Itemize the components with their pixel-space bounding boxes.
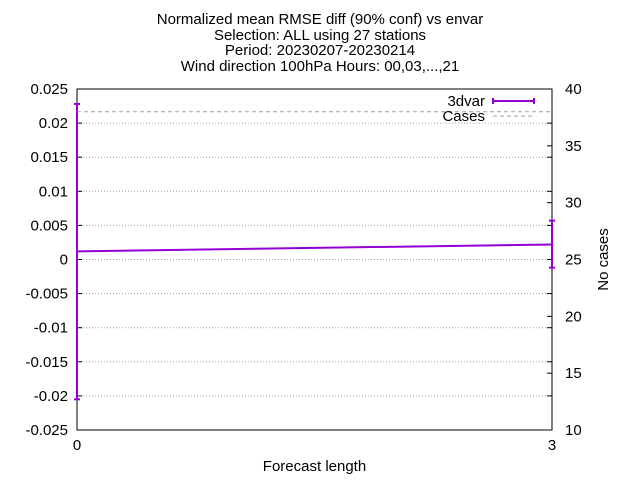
y2-tick-label: 40 — [565, 81, 582, 98]
chart-title-line-2: Selection: ALL using 27 stations — [213, 27, 427, 44]
y2-tick-label: 15 — [565, 365, 582, 382]
y-tick-label: -0.005 — [25, 286, 68, 303]
y-tick-label: -0.025 — [25, 422, 68, 439]
y-tick-label: -0.01 — [34, 320, 68, 337]
y-tick-label: 0.02 — [39, 115, 68, 132]
y-tick-label: 0.01 — [39, 183, 68, 200]
y2-axis-label: No cases — [595, 228, 612, 291]
y-tick-label: 0.005 — [30, 217, 68, 234]
legend-label-cases: Cases — [442, 108, 485, 125]
legend-label-3dvar: 3dvar — [447, 93, 485, 110]
y2-tick-label: 35 — [565, 138, 582, 155]
y-tick-label: -0.02 — [34, 388, 68, 405]
y2-tick-label: 30 — [565, 195, 582, 212]
y-tick-label: 0.025 — [30, 81, 68, 98]
y-tick-label: -0.015 — [25, 354, 68, 371]
chart-title-line-1: Normalized mean RMSE diff (90% conf) vs … — [156, 11, 484, 28]
y2-tick-label: 20 — [565, 308, 582, 325]
y-tick-label: 0 — [60, 252, 68, 269]
x-axis-label: Forecast length — [263, 458, 366, 475]
x-tick-label: 3 — [548, 437, 556, 454]
y2-tick-label: 10 — [565, 422, 582, 439]
y-tick-label: 0.015 — [30, 149, 68, 166]
chart-title-line-4: Wind direction 100hPa Hours: 00,03,...,2… — [180, 58, 460, 75]
x-tick-label: 0 — [73, 437, 81, 454]
y2-tick-label: 25 — [565, 252, 582, 269]
series-3dvar-line — [76, 243, 553, 253]
chart-title-line-3: Period: 20230207-20230214 — [224, 42, 416, 59]
